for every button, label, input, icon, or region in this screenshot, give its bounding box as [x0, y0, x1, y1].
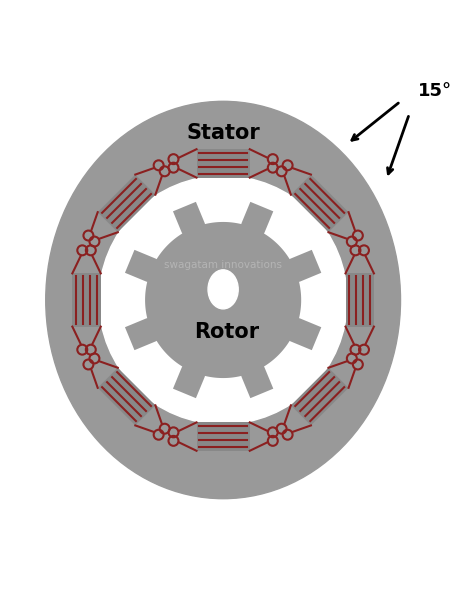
- Circle shape: [99, 176, 347, 424]
- Polygon shape: [347, 287, 371, 313]
- Polygon shape: [301, 186, 337, 221]
- Polygon shape: [125, 202, 320, 398]
- Ellipse shape: [46, 101, 400, 499]
- Polygon shape: [210, 424, 235, 449]
- Polygon shape: [89, 388, 135, 434]
- Ellipse shape: [207, 270, 238, 309]
- Polygon shape: [109, 379, 144, 414]
- Polygon shape: [125, 202, 320, 398]
- Polygon shape: [290, 368, 348, 425]
- Polygon shape: [109, 186, 144, 221]
- Polygon shape: [72, 274, 100, 326]
- Polygon shape: [310, 388, 357, 434]
- Circle shape: [100, 177, 346, 423]
- Polygon shape: [98, 368, 155, 425]
- Polygon shape: [98, 175, 155, 232]
- Polygon shape: [196, 422, 249, 451]
- Polygon shape: [310, 166, 357, 212]
- Polygon shape: [290, 175, 348, 232]
- Text: swagatam innovations: swagatam innovations: [164, 260, 282, 269]
- Polygon shape: [345, 274, 373, 326]
- Polygon shape: [198, 449, 247, 465]
- Text: 15°: 15°: [417, 82, 451, 100]
- Text: Rotor: Rotor: [194, 322, 259, 342]
- Polygon shape: [210, 151, 235, 176]
- Polygon shape: [74, 287, 99, 313]
- Polygon shape: [196, 149, 249, 178]
- Text: Stator: Stator: [186, 123, 259, 143]
- Polygon shape: [89, 166, 135, 212]
- Polygon shape: [198, 135, 247, 151]
- Polygon shape: [58, 275, 74, 325]
- Polygon shape: [371, 275, 387, 325]
- Ellipse shape: [207, 270, 238, 309]
- Polygon shape: [301, 379, 337, 414]
